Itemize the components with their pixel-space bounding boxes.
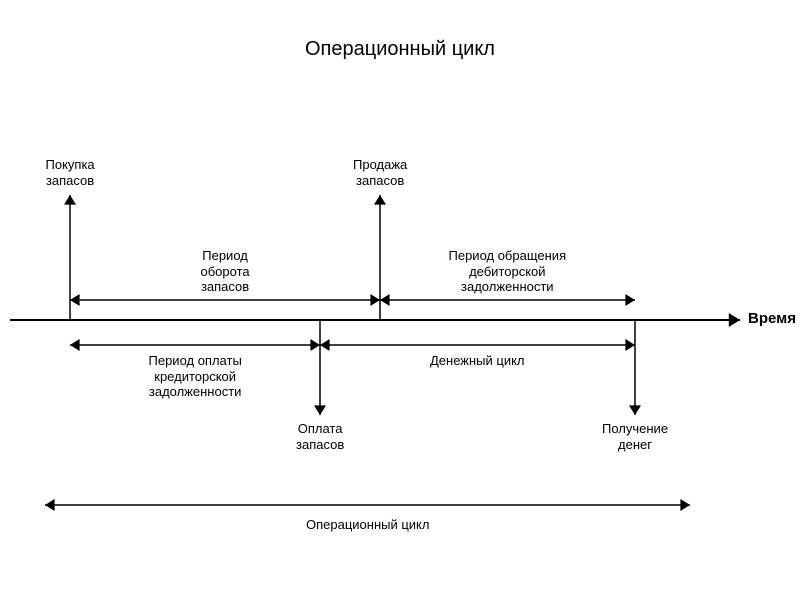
event-label-purchase: Покупка запасов [46, 157, 95, 188]
event-label-receipt: Получение денег [602, 421, 668, 452]
range-label-inventory-period: Период оборота запасов [201, 248, 250, 295]
operating-cycle-diagram [0, 0, 800, 600]
event-label-sale: Продажа запасов [353, 157, 407, 188]
range-label-operating-cycle: Операционный цикл [306, 517, 429, 533]
axis-label-time: Время [748, 310, 796, 328]
range-label-payables-period: Период оплаты кредиторской задолженности [149, 353, 242, 400]
range-label-receivables-period: Период обращения дебиторской задолженнос… [449, 248, 567, 295]
event-label-payment: Оплата запасов [296, 421, 344, 452]
range-label-cash-cycle: Денежный цикл [430, 353, 525, 369]
